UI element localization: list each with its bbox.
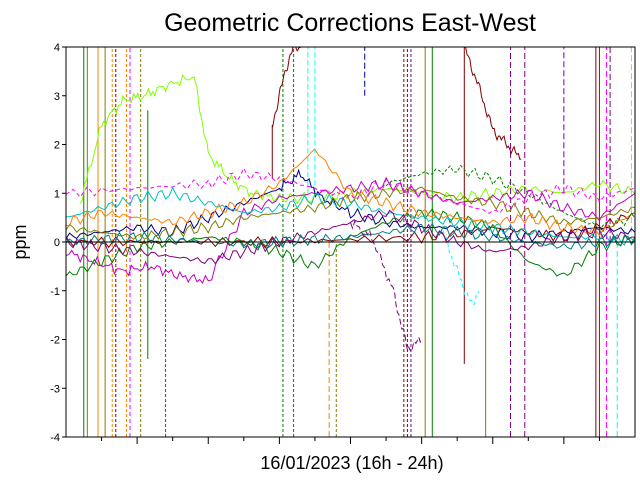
series-line	[442, 230, 479, 305]
y-tick-label: 1	[54, 188, 60, 200]
x-axis-label: 16/01/2023 (16h - 24h)	[260, 453, 443, 473]
y-tick-label: -4	[50, 432, 60, 444]
series-line	[66, 186, 635, 246]
series-line	[79, 73, 635, 205]
plot-frame	[65, 46, 636, 438]
series-line	[66, 167, 635, 214]
series-line	[66, 148, 635, 237]
series-line	[66, 186, 635, 240]
series-line	[66, 222, 635, 250]
series-line	[464, 47, 522, 160]
series-line	[66, 209, 635, 265]
chart-title: Geometric Corrections East-West	[164, 9, 536, 37]
series-line	[66, 176, 635, 284]
series-lines	[66, 47, 635, 353]
series-line	[350, 219, 423, 353]
series-line	[271, 47, 302, 128]
y-tick-label: 0	[54, 237, 60, 249]
y-axis-ticks: 4 3 2 1 0 -1 -2 -3 -4	[50, 42, 66, 444]
y-tick-label: -1	[50, 286, 60, 298]
y-tick-label: 2	[54, 140, 60, 152]
y-tick-label: 4	[54, 42, 60, 54]
series-line	[385, 164, 635, 232]
y-axis-label: ppm	[10, 224, 30, 259]
y-tick-label: -2	[50, 335, 60, 347]
y-tick-label: -3	[50, 383, 60, 395]
x-axis-ticks	[101, 437, 600, 444]
y-tick-label: 3	[54, 91, 60, 103]
